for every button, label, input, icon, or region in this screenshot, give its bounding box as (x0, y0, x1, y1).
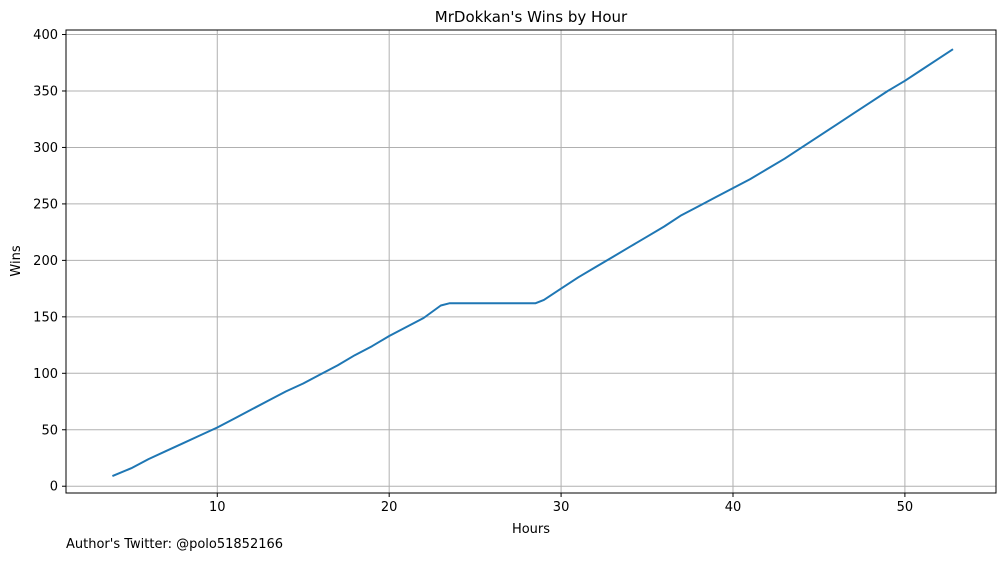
x-tick-label: 20 (381, 500, 398, 515)
y-tick-label: 200 (33, 254, 58, 269)
y-tick-label: 250 (33, 197, 58, 212)
x-tick-label: 40 (725, 500, 742, 515)
y-tick-label: 50 (41, 423, 58, 438)
y-tick-label: 100 (33, 367, 58, 382)
grid (66, 30, 996, 493)
author-credit: Author's Twitter: @polo51852166 (66, 537, 284, 552)
plot-background (66, 30, 996, 493)
plot-frame (65, 29, 997, 494)
y-tick-label: 400 (33, 28, 58, 43)
y-tick-label: 350 (33, 84, 58, 99)
wins-series-line (112, 48, 954, 478)
x-axis-ticks: 10 20 30 40 50 (209, 493, 913, 515)
x-axis-label: Hours (512, 522, 550, 537)
series-group (112, 48, 954, 478)
y-axis-label: Wins (9, 245, 24, 276)
y-axis-ticks: 0 50 100 150 200 250 300 350 400 (33, 28, 66, 495)
x-tick-label: 10 (209, 500, 226, 515)
y-tick-label: 150 (33, 310, 58, 325)
x-tick-label: 50 (897, 500, 914, 515)
chart-title: MrDokkan's Wins by Hour (435, 8, 628, 26)
x-tick-label: 30 (553, 500, 570, 515)
y-tick-label: 0 (50, 480, 58, 495)
y-tick-label: 300 (33, 141, 58, 156)
